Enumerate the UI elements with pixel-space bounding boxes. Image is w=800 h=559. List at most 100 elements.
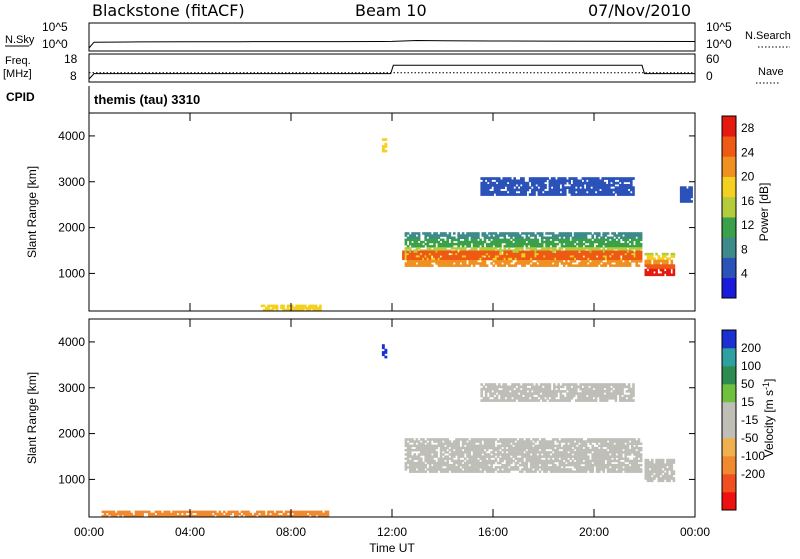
- data-cell: [616, 188, 620, 192]
- data-cell: [646, 463, 650, 467]
- data-cell: [578, 440, 581, 443]
- data-cell: [537, 392, 541, 395]
- data-cell: [624, 232, 627, 235]
- data-cell: [661, 259, 665, 263]
- data-cell: [437, 459, 441, 463]
- data-cell: [637, 255, 641, 258]
- data-cell: [542, 250, 546, 254]
- data-cell: [567, 234, 570, 237]
- data-cell: [512, 455, 515, 458]
- data-cell: [484, 181, 488, 185]
- data-cell: [535, 181, 538, 185]
- data-cell: [488, 468, 491, 471]
- data-cell: [664, 262, 667, 265]
- data-cell: [494, 457, 498, 460]
- data-cell: [470, 455, 474, 458]
- data-cell: [617, 459, 621, 463]
- data-cell: [664, 266, 667, 270]
- data-cell: [565, 247, 568, 250]
- data-cell: [644, 470, 648, 473]
- data-cell: [475, 440, 478, 443]
- data-cell: [614, 186, 618, 189]
- data-cell: [483, 260, 487, 263]
- data-cell: [528, 179, 532, 183]
- data-cell: [591, 260, 594, 263]
- data-cell: [475, 466, 478, 469]
- data-cell: [543, 262, 546, 265]
- data-cell: [406, 232, 410, 235]
- data-cell: [538, 262, 542, 265]
- data-cell: [499, 264, 502, 267]
- data-cell: [433, 455, 436, 458]
- data-cell: [598, 453, 601, 456]
- data-cell: [567, 236, 570, 239]
- colorbar-tick: 16: [741, 194, 755, 208]
- data-cell: [545, 461, 548, 465]
- data-cell: [172, 512, 175, 516]
- data-cell: [637, 245, 641, 248]
- data-cell: [542, 390, 545, 393]
- data-cell: [415, 255, 419, 259]
- data-cell: [560, 438, 564, 441]
- data-cell: [485, 446, 489, 450]
- data-cell: [521, 245, 524, 248]
- data-cell: [227, 514, 230, 518]
- data-cell: [614, 383, 618, 386]
- data-cell: [611, 470, 614, 473]
- data-cell: [518, 470, 522, 473]
- data-cell: [616, 383, 620, 386]
- data-cell: [424, 260, 427, 263]
- data-cell: [606, 245, 610, 248]
- data-cell: [504, 193, 508, 196]
- data-cell: [466, 448, 469, 452]
- data-cell: [512, 232, 515, 235]
- data-cell: [518, 463, 522, 467]
- data-cell: [482, 193, 486, 196]
- data-cell: [609, 463, 612, 467]
- data-cell: [439, 245, 443, 248]
- data-cell: [611, 448, 614, 452]
- data-cell: [581, 184, 585, 187]
- data-cell: [684, 200, 687, 203]
- data-cell: [413, 257, 416, 261]
- data-cell: [411, 468, 414, 471]
- data-cell: [422, 468, 425, 471]
- data-cell: [542, 252, 546, 256]
- data-cell: [417, 457, 421, 460]
- data-cell: [554, 245, 557, 248]
- data-cell: [488, 238, 491, 242]
- data-cell: [479, 238, 482, 242]
- cpid-label: CPID: [6, 90, 35, 104]
- y-tick-label: 2000: [58, 427, 85, 441]
- data-cell: [582, 250, 586, 254]
- data-cell: [547, 257, 550, 261]
- data-cell: [472, 252, 476, 256]
- data-cell: [529, 245, 533, 248]
- data-cell: [622, 257, 625, 261]
- data-cell: [450, 257, 454, 261]
- data-cell: [515, 188, 519, 192]
- data-cell: [551, 236, 555, 239]
- data-cell: [450, 242, 454, 246]
- data-cell: [520, 190, 523, 194]
- data-cell: [507, 242, 511, 246]
- data-cell: [567, 255, 570, 258]
- data-cell: [639, 245, 643, 248]
- data-cell: [426, 444, 430, 448]
- data-cell: [564, 186, 567, 189]
- data-cell: [443, 250, 447, 254]
- data-cell: [598, 260, 601, 263]
- data-cell: [505, 250, 509, 254]
- data-cell: [589, 264, 592, 267]
- data-cell: [565, 234, 568, 237]
- data-cell: [483, 238, 487, 242]
- data-cell: [464, 446, 467, 450]
- data-cell: [612, 179, 615, 183]
- data-cell: [313, 510, 316, 514]
- data-cell: [448, 466, 452, 469]
- data-cell: [668, 271, 671, 274]
- data-cell: [535, 387, 538, 391]
- data-cell: [533, 186, 536, 189]
- data-cell: [499, 262, 502, 265]
- data-cell: [631, 253, 634, 257]
